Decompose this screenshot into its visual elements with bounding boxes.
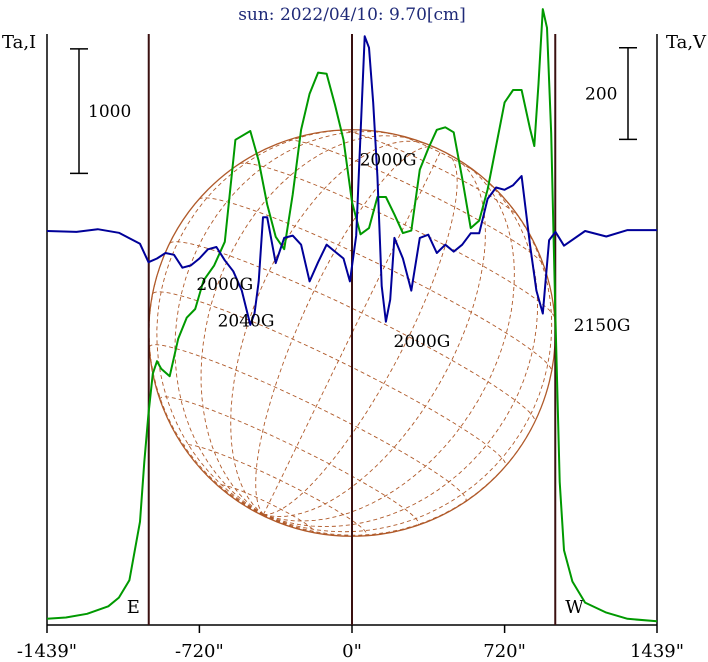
x-tick-label: 0" (342, 641, 362, 662)
solar-disk-grid (148, 129, 556, 537)
chart-title: sun: 2022/04/10: 9.70[cm] (238, 5, 466, 25)
longitude-line (174, 131, 395, 515)
longitude-line (156, 129, 363, 515)
field-annotation: 2040G (218, 311, 275, 331)
x-tick-label: -720" (175, 641, 224, 662)
longitude-line (263, 514, 298, 530)
field-annotation: 2000G (196, 275, 253, 295)
longitude-line (262, 150, 442, 515)
x-tick-label: 1439" (630, 641, 684, 662)
latitude-line (159, 396, 420, 526)
left-axis-label: Ta,I (2, 32, 36, 53)
longitude-line (263, 199, 553, 533)
longitude-line (207, 475, 264, 516)
longitude-line (263, 165, 515, 522)
scale-bar-i-label: 1000 (88, 102, 131, 122)
x-tick-label: 720" (483, 641, 526, 662)
scale-bar-v-label: 200 (585, 85, 617, 105)
east-limb-label: E (127, 597, 140, 618)
longitude-line (255, 146, 435, 515)
latitude-line (183, 444, 368, 537)
west-limb-label: W (565, 597, 584, 618)
longitude-line (263, 156, 486, 518)
longitude-line (230, 140, 429, 515)
longitude-line (263, 153, 458, 516)
field-annotation: 2000G (394, 332, 451, 352)
longitude-line (263, 514, 329, 536)
series-line-stokes-v (46, 35, 657, 326)
latitude-line (152, 291, 507, 466)
scale-bars: 1000 200 (70, 46, 637, 175)
longitude-line (148, 250, 264, 515)
longitude-line (263, 428, 532, 536)
x-tick-label: -1439" (17, 641, 77, 662)
right-axis-label: Ta,V (666, 32, 707, 53)
series-layer (46, 8, 658, 623)
annotations: 2000G 2000G 2040G 2000G 2150G (196, 151, 630, 352)
latitude-line (239, 162, 555, 318)
x-axis: -1439" -720" 0" 720" 1439" (17, 625, 684, 662)
series-line-stokes-i (46, 8, 658, 623)
field-annotation: 2000G (360, 151, 417, 171)
longitude-line (263, 514, 267, 518)
longitude-line (263, 176, 538, 528)
longitude-line (200, 135, 414, 515)
field-annotation: 2150G (574, 316, 631, 336)
